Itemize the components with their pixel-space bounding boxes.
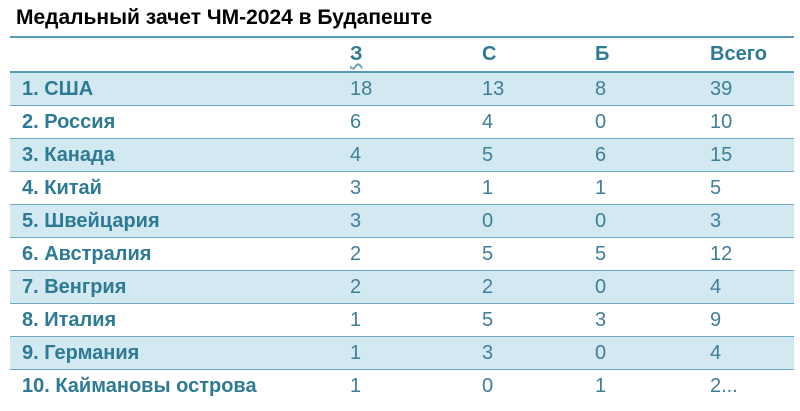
silver-count: 0 <box>482 375 494 397</box>
country-name: 1. США <box>22 77 94 100</box>
silver-count: 5 <box>482 143 494 166</box>
bronze-count: 0 <box>595 275 607 298</box>
country-name: 2. Россия <box>22 110 116 133</box>
total-count: 3 <box>710 209 722 232</box>
gold-count: 1 <box>350 375 362 397</box>
silver-count: 5 <box>482 242 494 265</box>
bronze-count: 5 <box>595 242 607 265</box>
gold-count: 2 <box>350 242 362 265</box>
total-count: 10 <box>710 110 733 133</box>
header-country <box>22 38 342 71</box>
table-row: 8. Италия 1 5 3 9 <box>10 304 794 337</box>
total-count: 5 <box>710 176 722 199</box>
bronze-count: 1 <box>595 176 607 199</box>
header-gold-label: З <box>350 43 363 65</box>
silver-count: 2 <box>482 275 494 298</box>
bronze-count: 6 <box>595 143 607 166</box>
gold-count: 2 <box>350 275 362 298</box>
total-count: 4 <box>710 341 722 364</box>
total-count: 15 <box>710 143 733 166</box>
header-total: Всего <box>710 43 767 65</box>
bronze-count: 0 <box>595 209 607 232</box>
silver-count: 1 <box>482 176 494 199</box>
total-count: 12 <box>710 242 733 265</box>
bronze-count: 8 <box>595 77 607 100</box>
table-row: 3. Канада 4 5 6 15 <box>10 139 794 172</box>
table-row: 4. Китай 3 1 1 5 <box>10 172 794 205</box>
country-name: 10. Каймановы острова <box>22 375 257 397</box>
gold-count: 18 <box>350 77 373 100</box>
total-count: 4 <box>710 275 722 298</box>
bronze-count: 0 <box>595 110 607 133</box>
table-row: 10. Каймановы острова 1 0 1 2... <box>10 370 794 403</box>
gold-count: 4 <box>350 143 362 166</box>
total-count: 2... <box>710 375 738 397</box>
table-row: 7. Венгрия 2 2 0 4 <box>10 271 794 304</box>
country-name: 6. Австралия <box>22 242 152 265</box>
total-count: 9 <box>710 308 722 331</box>
medal-table: З С Б Всего 1. США 18 13 8 39 2. Россия … <box>10 36 794 403</box>
silver-count: 4 <box>482 110 494 133</box>
table-row: 5. Швейцария 3 0 0 3 <box>10 205 794 238</box>
country-name: 7. Венгрия <box>22 275 127 298</box>
country-name: 4. Китай <box>22 176 102 199</box>
page-title: Медальный зачет ЧМ-2024 в Будапеште <box>16 6 433 29</box>
gold-count: 3 <box>350 209 362 232</box>
silver-count: 13 <box>482 77 505 100</box>
total-count: 39 <box>710 77 733 100</box>
gold-count: 1 <box>350 308 362 331</box>
country-name: 8. Италия <box>22 308 117 331</box>
bronze-count: 1 <box>595 375 607 397</box>
table-header-row: З С Б Всего <box>10 38 794 73</box>
table-row: 2. Россия 6 4 0 10 <box>10 106 794 139</box>
table-row: 6. Австралия 2 5 5 12 <box>10 238 794 271</box>
header-bronze: Б <box>595 43 610 65</box>
table-row: 9. Германия 1 3 0 4 <box>10 337 794 370</box>
country-name: 5. Швейцария <box>22 209 160 232</box>
country-name: 9. Германия <box>22 341 140 364</box>
header-gold: З <box>350 38 460 71</box>
table-row: 1. США 18 13 8 39 <box>10 73 794 106</box>
header-silver: С <box>482 43 497 65</box>
gold-count: 3 <box>350 176 362 199</box>
gold-count: 1 <box>350 341 362 364</box>
bronze-count: 0 <box>595 341 607 364</box>
silver-count: 5 <box>482 308 494 331</box>
country-name: 3. Канада <box>22 143 115 166</box>
gold-count: 6 <box>350 110 362 133</box>
silver-count: 3 <box>482 341 494 364</box>
bronze-count: 3 <box>595 308 607 331</box>
silver-count: 0 <box>482 209 494 232</box>
